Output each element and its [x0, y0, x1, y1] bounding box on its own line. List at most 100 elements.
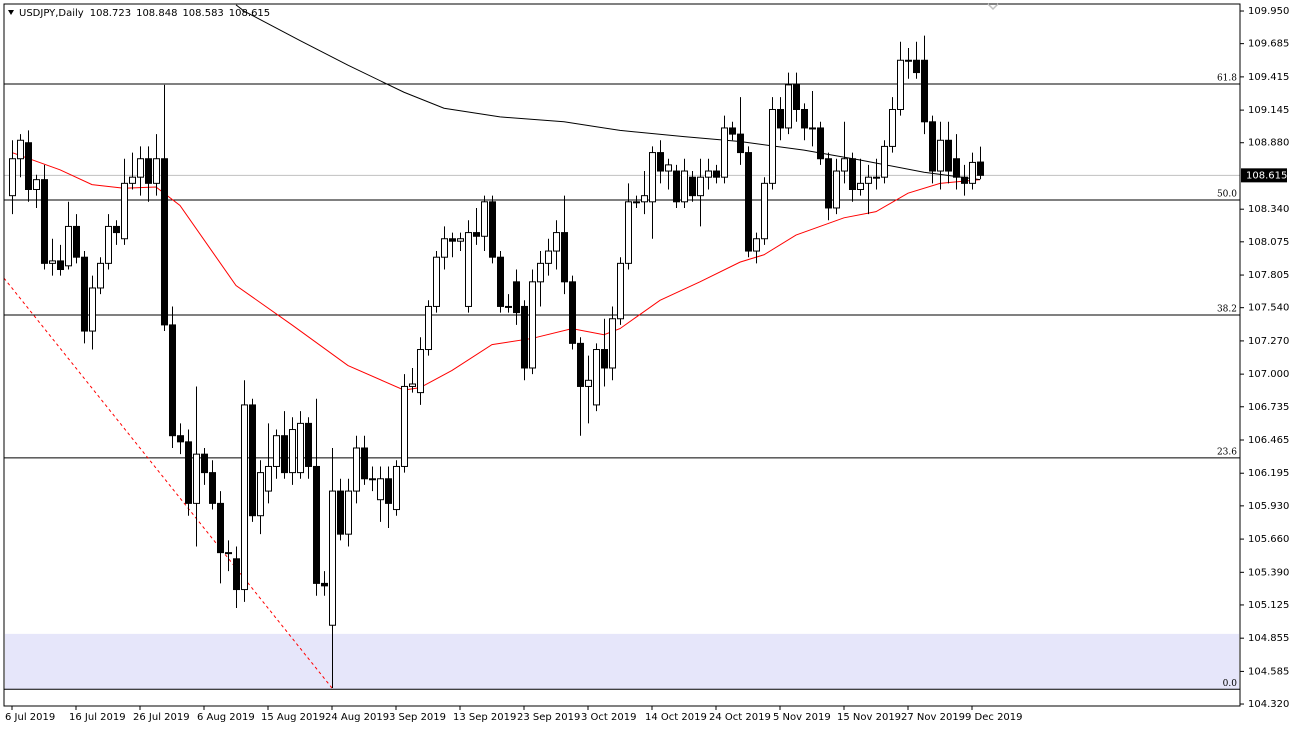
candle-body — [585, 379, 592, 387]
candle-body — [929, 121, 936, 172]
candle-body — [353, 447, 360, 492]
candle-body — [665, 164, 672, 172]
candle-body — [65, 225, 72, 267]
x-tick-label: 24 Oct 2019 — [709, 712, 771, 723]
candle-body — [177, 435, 184, 443]
candle-body — [321, 582, 328, 587]
candle-body — [185, 441, 192, 504]
candle-body — [577, 342, 584, 387]
candle-body — [161, 158, 168, 326]
candle-body — [505, 305, 512, 308]
fib-label: 38.2 — [1217, 305, 1237, 315]
fib-label: 61.8 — [1217, 74, 1237, 84]
candle-body — [153, 158, 160, 184]
candle-body — [561, 232, 568, 283]
x-tick-label: 27 Nov 2019 — [901, 712, 965, 723]
candle-body — [633, 201, 640, 204]
candle-body — [169, 324, 176, 437]
x-tick-label: 23 Sep 2019 — [517, 712, 580, 723]
candle-body — [433, 256, 440, 307]
candle-body — [233, 558, 240, 591]
shift-marker — [987, 3, 999, 11]
candle-body — [889, 108, 896, 147]
candle-body — [73, 225, 80, 258]
close-value: 108.615 — [229, 8, 270, 19]
candle-body — [825, 158, 832, 209]
candle-body — [617, 262, 624, 320]
candle-body — [945, 139, 952, 172]
x-tick-label: 14 Oct 2019 — [645, 712, 707, 723]
candle-body — [593, 349, 600, 406]
candle-body — [553, 232, 560, 252]
candle-body — [537, 262, 544, 283]
candle-body — [841, 158, 848, 172]
y-tick-label: 109.950 — [1248, 6, 1289, 17]
y-tick-label: 108.340 — [1248, 204, 1289, 215]
candle-body — [257, 472, 264, 517]
candle-body — [865, 176, 872, 184]
candle-body — [25, 142, 32, 191]
y-tick-label: 107.805 — [1248, 270, 1289, 281]
candle-body — [849, 158, 856, 191]
x-tick-label: 3 Oct 2019 — [581, 712, 636, 723]
candle-body — [497, 256, 504, 307]
x-tick-label: 6 Jul 2019 — [5, 712, 55, 723]
candle-body — [769, 108, 776, 184]
candle-body — [521, 305, 528, 369]
candle-body — [745, 152, 752, 252]
candle-body — [393, 465, 400, 511]
candle-body — [41, 179, 48, 264]
x-tick-label: 15 Nov 2019 — [837, 712, 901, 723]
y-tick-label: 107.000 — [1248, 369, 1289, 380]
symbol: USDJPY,Daily — [19, 8, 84, 19]
candle-body — [337, 490, 344, 535]
candle-body — [465, 232, 472, 307]
candle-body — [225, 552, 232, 555]
y-tick-label: 106.195 — [1248, 468, 1289, 479]
candle-body — [49, 260, 56, 264]
candle-body — [289, 429, 296, 474]
candle-body — [129, 176, 136, 184]
y-tick-label: 108.075 — [1248, 237, 1289, 248]
candle-body — [473, 232, 480, 237]
candle-body — [137, 158, 144, 178]
candle-body — [601, 349, 608, 369]
candle-body — [249, 404, 256, 517]
candle-body — [969, 161, 976, 184]
candle-body — [201, 453, 208, 474]
candle-body — [241, 404, 248, 591]
candle-body — [881, 145, 888, 178]
low-value: 108.583 — [182, 8, 223, 19]
x-tick-label: 26 Jul 2019 — [133, 712, 190, 723]
candle-body — [689, 176, 696, 197]
menu-triangle — [8, 10, 14, 15]
candle-body — [105, 225, 112, 264]
candle-body — [217, 502, 224, 554]
candle-body — [145, 158, 152, 184]
candle-body — [785, 84, 792, 129]
candle-body — [17, 139, 24, 160]
candle-body — [369, 478, 376, 481]
candle-body — [697, 176, 704, 197]
candle-body — [209, 472, 216, 504]
candle-body — [913, 59, 920, 74]
candle-body — [297, 422, 304, 474]
x-tick-label: 9 Dec 2019 — [965, 712, 1023, 723]
high-value: 108.848 — [136, 8, 177, 19]
candle-body — [401, 385, 408, 467]
plot-border — [3, 3, 1241, 707]
x-tick-label: 6 Aug 2019 — [197, 712, 255, 723]
y-tick-label: 104.855 — [1248, 633, 1289, 644]
candle-body — [809, 127, 816, 130]
candle-body — [753, 238, 760, 252]
candle-body — [273, 435, 280, 467]
x-tick-label: 16 Jul 2019 — [69, 712, 126, 723]
candle-body — [657, 152, 664, 172]
candle-body — [377, 478, 384, 501]
candle-body — [833, 170, 840, 209]
candle-body — [905, 59, 912, 62]
candle-body — [281, 435, 288, 474]
x-tick-label: 13 Sep 2019 — [453, 712, 516, 723]
